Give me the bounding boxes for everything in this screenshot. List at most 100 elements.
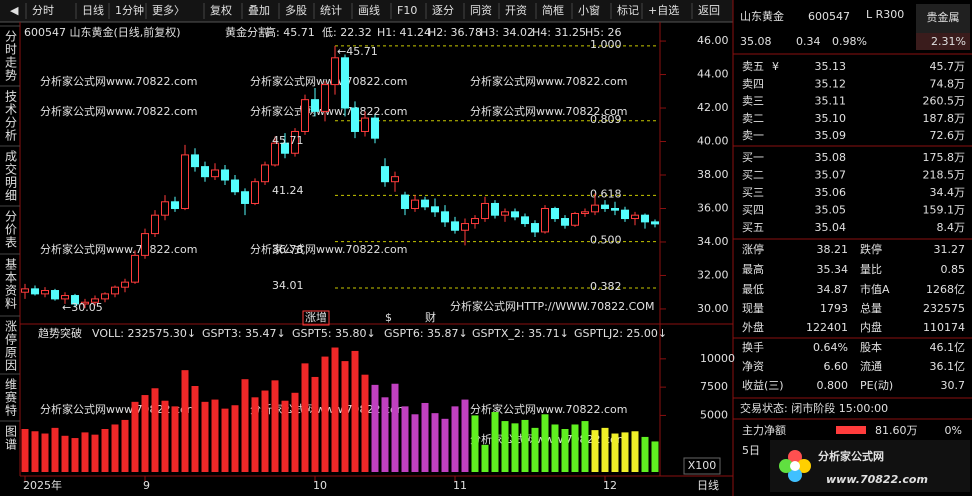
candle-body bbox=[181, 154, 189, 209]
volume-bar bbox=[311, 376, 319, 472]
stat-label: 外盘 bbox=[742, 320, 764, 334]
stat-value: 34.87 bbox=[817, 283, 849, 296]
side-tab[interactable]: 成交明细 bbox=[4, 150, 18, 202]
book-volume: 74.8万 bbox=[930, 77, 966, 90]
toolbar-item[interactable]: 标记 bbox=[617, 3, 639, 17]
y-tick-label: 32.00 bbox=[697, 268, 729, 281]
fib-label: 0.500 bbox=[590, 234, 622, 247]
candle-body bbox=[531, 223, 539, 233]
toolbar-item[interactable]: 逐分 bbox=[432, 4, 454, 17]
marker-box bbox=[302, 310, 330, 326]
toolbar-item[interactable]: 更多〉 bbox=[152, 3, 185, 17]
logo-petal bbox=[788, 468, 802, 482]
candle-body bbox=[521, 216, 529, 225]
period-label[interactable]: 日线 bbox=[697, 478, 719, 492]
watermark: 分析家公式网www.70822.com bbox=[250, 242, 407, 256]
watermark: 分析家公式网www.70822.com bbox=[470, 402, 627, 416]
volume-bar bbox=[571, 424, 579, 472]
logo-center bbox=[790, 461, 800, 471]
y-tick-label: 30.00 bbox=[697, 302, 729, 315]
toolbar-item[interactable]: 同资 bbox=[470, 4, 492, 17]
candle-body bbox=[271, 142, 279, 166]
volume-bar bbox=[631, 431, 639, 472]
volume-bar bbox=[171, 406, 179, 472]
stat-value: 122401 bbox=[806, 321, 848, 334]
candle-body bbox=[591, 204, 599, 213]
book-label: 卖四 bbox=[742, 77, 764, 90]
candle-body bbox=[281, 142, 289, 154]
toolbar-item[interactable]: 画线 bbox=[358, 3, 380, 17]
toolbar-item[interactable]: 复权 bbox=[210, 3, 232, 17]
candle-body bbox=[261, 164, 269, 183]
side-tab[interactable]: 分时走势 bbox=[4, 30, 18, 82]
annotation: 41.24 bbox=[272, 184, 304, 197]
toolbar-item[interactable]: 开资 bbox=[505, 4, 527, 17]
toolbar-item[interactable]: 日线 bbox=[82, 3, 104, 17]
stat-value: 35.34 bbox=[817, 263, 849, 276]
side-tab[interactable]: 维赛特 bbox=[4, 378, 18, 417]
volume-bar bbox=[491, 412, 499, 472]
watermark: 分析家公式网www.70822.com bbox=[250, 74, 407, 88]
indicator-value: GSPTX_2: 35.71↓ bbox=[472, 327, 569, 340]
toolbar-item[interactable]: 1分钟 bbox=[115, 3, 144, 17]
book-volume: 187.8万 bbox=[923, 112, 966, 125]
candle-body bbox=[61, 295, 69, 300]
toolbar-item[interactable]: +自选 bbox=[648, 4, 679, 17]
toolbar-bg bbox=[0, 0, 733, 22]
price: 35.08 bbox=[740, 35, 772, 48]
stat-value: 36.1亿 bbox=[930, 360, 966, 373]
stat-value: 46.1亿 bbox=[930, 341, 966, 354]
candle-body bbox=[171, 201, 179, 209]
stat-label: 流通 bbox=[860, 359, 882, 373]
book-volume: 72.6万 bbox=[930, 129, 966, 142]
candle-body bbox=[31, 288, 39, 295]
candle-body bbox=[561, 218, 569, 226]
candle-body bbox=[631, 214, 639, 220]
volume-bar bbox=[471, 415, 479, 472]
event-marker[interactable]: 涨增 bbox=[305, 310, 327, 324]
stat-label: 内盘 bbox=[860, 320, 882, 334]
volume-bar bbox=[381, 397, 389, 472]
side-tab[interactable]: 分价表 bbox=[4, 210, 18, 249]
event-marker[interactable]: $ bbox=[385, 311, 392, 324]
volume-bar bbox=[121, 419, 129, 472]
book-price: 35.07 bbox=[815, 169, 847, 182]
candle-body bbox=[131, 254, 139, 283]
trade-status: 交易状态: 闭市阶段 15:00:00 bbox=[740, 401, 888, 415]
side-tab[interactable]: 涨停原因 bbox=[4, 319, 18, 372]
x-tick-label: 9 bbox=[143, 479, 150, 492]
book-price: 35.10 bbox=[815, 112, 847, 125]
side-tab[interactable]: 基本资料 bbox=[4, 258, 18, 310]
event-marker[interactable]: 财 bbox=[425, 310, 436, 324]
indicator-value: 高: 45.71 bbox=[265, 25, 315, 39]
side-tab[interactable]: 技术分析 bbox=[4, 90, 18, 142]
toolbar-item[interactable]: 多股 bbox=[285, 3, 307, 17]
volume-bar bbox=[511, 423, 519, 472]
stat-value: 0.85 bbox=[941, 263, 966, 276]
candle-body bbox=[341, 57, 349, 109]
book-price: 35.05 bbox=[815, 204, 847, 217]
book-label: 卖二 bbox=[742, 112, 764, 125]
unit-box bbox=[683, 457, 721, 475]
toolbar-item[interactable]: 简框 bbox=[542, 3, 564, 17]
toolbar-item[interactable]: F10 bbox=[397, 4, 417, 17]
toolbar-item[interactable]: 小窗 bbox=[578, 3, 600, 17]
stat-value: 1268亿 bbox=[926, 283, 965, 296]
toolbar-item[interactable]: 叠加 bbox=[248, 4, 270, 17]
indicator-value: H1: 41.24 bbox=[377, 26, 431, 39]
volume-bar bbox=[531, 427, 539, 472]
toolbar-item[interactable]: 分时 bbox=[32, 4, 54, 17]
volume-bar bbox=[611, 433, 619, 472]
toolbar-item[interactable]: 返回 bbox=[698, 4, 720, 17]
side-tab[interactable]: 图谱 bbox=[4, 425, 18, 451]
back-arrow[interactable]: ◀ bbox=[10, 4, 19, 17]
candle-body bbox=[411, 199, 419, 209]
candle-body bbox=[191, 154, 199, 168]
stock-name: 山东黄金 bbox=[740, 9, 784, 23]
book-price: 35.11 bbox=[815, 95, 847, 108]
stat-label: 最高 bbox=[742, 262, 764, 276]
change-pct: 0.98% bbox=[832, 35, 867, 48]
change: 0.34 bbox=[796, 35, 821, 48]
toolbar-item[interactable]: 统计 bbox=[320, 4, 342, 17]
